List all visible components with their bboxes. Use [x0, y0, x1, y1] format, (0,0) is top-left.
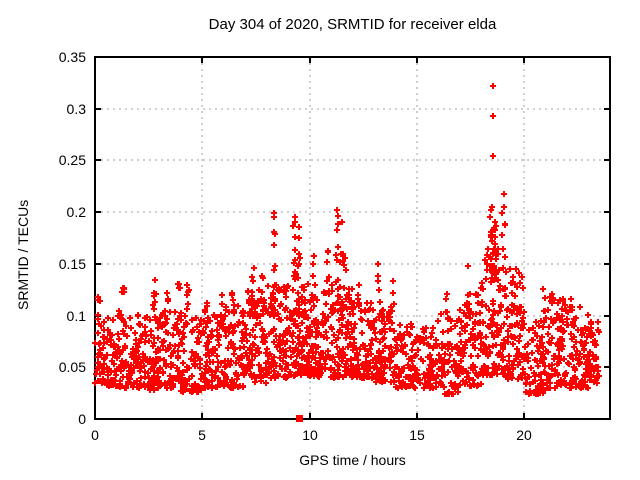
- x-tick-label: 5: [198, 427, 206, 443]
- x-axis-label: GPS time / hours: [299, 452, 406, 468]
- gap-marker-square: [296, 415, 303, 422]
- x-tick-label: 10: [302, 427, 318, 443]
- x-tick-label: 20: [516, 427, 532, 443]
- grid-lines: [95, 57, 610, 419]
- y-tick-label: 0.25: [58, 152, 86, 168]
- y-tick-label: 0.05: [58, 359, 86, 375]
- y-tick-label: 0.1: [66, 308, 86, 324]
- scatter-points: [92, 83, 602, 397]
- y-tick-label: 0.3: [66, 101, 86, 117]
- y-tick-label: 0: [78, 411, 86, 427]
- x-tick-label: 0: [91, 427, 99, 443]
- y-tick-label: 0.35: [58, 49, 86, 65]
- x-tick-label: 15: [409, 427, 425, 443]
- y-tick-label: 0.2: [66, 204, 86, 220]
- chart-title: Day 304 of 2020, SRMTID for receiver eld…: [208, 16, 497, 33]
- plot-border: [94, 56, 611, 420]
- y-tick-label: 0.15: [58, 256, 86, 272]
